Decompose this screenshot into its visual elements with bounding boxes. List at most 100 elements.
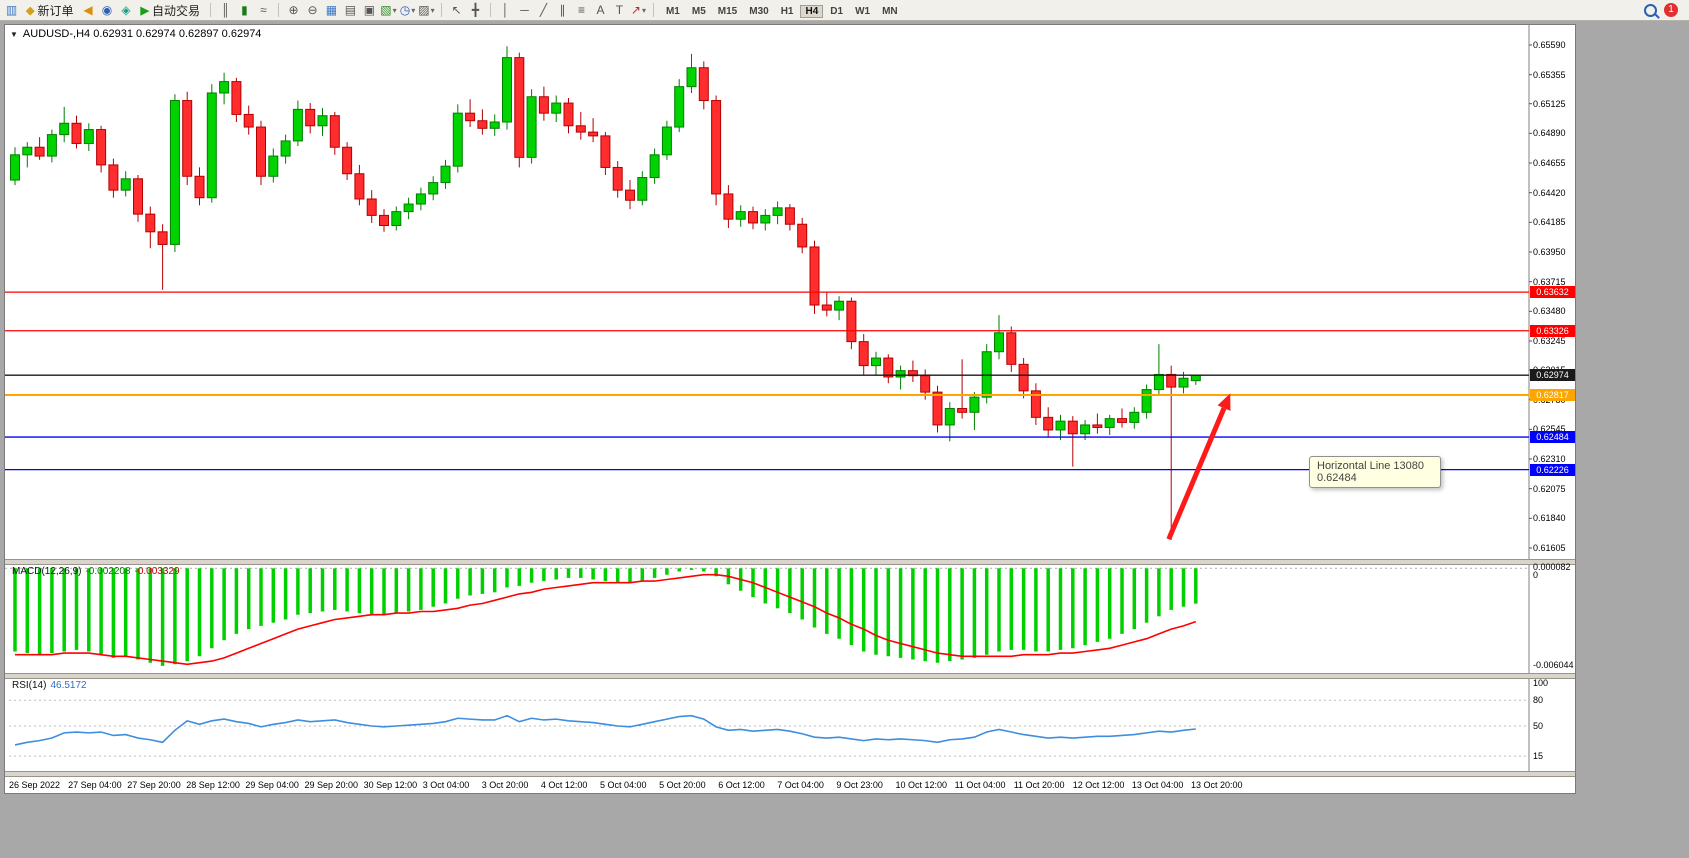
time-tick: 27 Sep 04:00 (68, 780, 122, 790)
rsi-indicator (9, 699, 1529, 757)
macd-label: MACD(12,26,9) -0.002208 -0.003329 (12, 566, 180, 577)
chart-title: ▼ AUDUSD-,H4 0.62931 0.62974 0.62897 0.62… (10, 28, 261, 40)
timeframe-mn[interactable]: MN (882, 6, 898, 17)
tooltip-value: 0.62484 (1317, 472, 1357, 484)
rsi-axis-tick: 15 (1533, 751, 1544, 762)
toolbar-separator (209, 3, 211, 17)
chart-canvas[interactable] (5, 25, 1575, 793)
zoom-out-icon[interactable]: ⊖ (307, 3, 318, 17)
arrow-annotation[interactable] (1166, 393, 1231, 541)
price-tick: 0.63715 (1533, 276, 1566, 287)
timeframe-d1[interactable]: D1 (830, 6, 844, 17)
chart-window[interactable]: ▼ AUDUSD-,H4 0.62931 0.62974 0.62897 0.62… (4, 24, 1576, 794)
price-tick: 0.63480 (1533, 306, 1566, 317)
time-tick: 6 Oct 12:00 (718, 780, 765, 790)
notification-badge[interactable]: 1 (1664, 3, 1678, 17)
timeframe-h4[interactable]: H4 (800, 5, 824, 18)
new-order-label: 新订单 (37, 3, 74, 18)
rsi-axis-tick: 80 (1533, 695, 1544, 706)
macd-axis-tick: 0.000082 (1533, 562, 1571, 572)
tile-windows-icon[interactable]: ▦ (325, 3, 338, 17)
time-tick: 13 Oct 20:00 (1191, 780, 1243, 790)
panel-divider[interactable] (5, 673, 1575, 679)
price-badge-0.62226: 0.62226 (1530, 463, 1575, 476)
timeframe-m5[interactable]: M5 (691, 6, 706, 17)
text-label-tool-icon[interactable]: T (615, 3, 624, 17)
vertical-line-tool-icon[interactable]: │ (501, 3, 510, 17)
time-tick: 4 Oct 12:00 (540, 780, 588, 790)
crosshair-tool-icon[interactable]: ╋ (471, 3, 480, 17)
rsi-axis-tick: 50 (1533, 721, 1544, 731)
chart-icon[interactable]: ▥ (5, 3, 18, 17)
new-chart-icon: ▧ (380, 3, 392, 17)
time-tick: 11 Oct 04:00 (954, 780, 1006, 790)
macd-indicator (5, 567, 1529, 666)
toolbar-separator (277, 3, 279, 17)
macd-axis-tick: -0.006044 (1533, 660, 1574, 670)
search-icon[interactable] (1644, 3, 1657, 17)
auto-trading-label: 自动交易 (151, 3, 200, 18)
periods-button[interactable]: ◷ ▾ (399, 2, 416, 19)
price-badge-0.62974: 0.62974 (1530, 369, 1575, 382)
timeframe-m30[interactable]: M30 (749, 6, 769, 17)
macd-main-value: -0.002208 (85, 566, 131, 577)
new-chart-button[interactable]: ▧ ▾ (380, 2, 397, 19)
horizontal-line-tool-icon[interactable]: ─ (520, 3, 529, 17)
rsi-label: RSI(14) 46.5172 (12, 680, 87, 691)
arrow-tool-icon: ↗ (630, 3, 641, 17)
time-tick: 13 Oct 04:00 (1131, 780, 1184, 790)
price-tick: 0.64420 (1533, 187, 1566, 198)
zoom-in-icon[interactable]: ⊕ (288, 3, 299, 17)
chart-title-text: AUDUSD-,H4 0.62931 0.62974 0.62897 0.629… (22, 28, 262, 40)
panel-divider[interactable] (5, 559, 1575, 565)
templates-button[interactable]: ▨ ▾ (418, 2, 435, 19)
auto-trading-button[interactable]: ▶ 自动交易 (136, 2, 203, 19)
timeframe-m1[interactable]: M1 (665, 6, 680, 17)
line-chart-icon[interactable]: ≈ (260, 3, 267, 17)
price-badge-0.62817: 0.62817 (1530, 389, 1575, 402)
market-icon[interactable]: ◈ (121, 3, 131, 17)
fibonacci-tool-icon[interactable]: ≡ (577, 3, 585, 17)
arrows-tool-button[interactable]: ↗ ▾ (630, 2, 647, 19)
price-scale[interactable]: 0.65590 0.65355 0.65125 0.64890 0.64655 0.644… (1530, 25, 1575, 777)
clock-icon: ◷ (399, 3, 411, 17)
time-tick: 7 Oct 04:00 (777, 780, 824, 790)
symbol-dropdown-icon[interactable]: ▼ (10, 29, 18, 39)
new-order-button[interactable]: ◆ 新订单 (22, 2, 77, 19)
time-scale[interactable]: 26 Sep 2022 27 Sep 04:00 27 Sep 20:00 28 Se… (5, 777, 1575, 794)
panel-divider[interactable] (5, 771, 1575, 777)
time-tick: 26 Sep 2022 (9, 780, 61, 790)
bar-chart-icon[interactable]: ║ (221, 3, 230, 17)
auto-trading-icon: ▶ (140, 4, 149, 17)
timeframe-group: M1 M5 M15 M30 H1 H4 D1 W1 MN (660, 1, 904, 19)
time-tick: 30 Sep 12:00 (363, 780, 418, 790)
community-icon[interactable]: ◉ (101, 3, 113, 17)
horizontal-lines[interactable] (5, 291, 1529, 471)
timeframe-h1[interactable]: H1 (780, 6, 794, 17)
text-tool-icon[interactable]: A (596, 3, 605, 17)
price-badge-0.63632: 0.63632 (1530, 286, 1575, 299)
price-tick: 0.65125 (1533, 98, 1566, 109)
timeframe-w1[interactable]: W1 (855, 6, 871, 17)
trendline-tool-icon[interactable]: ╱ (539, 3, 548, 17)
toolbar-separator (440, 3, 442, 17)
price-badge-0.62484: 0.62484 (1530, 431, 1575, 444)
candlestick-series[interactable] (10, 46, 1201, 540)
cursor-tool-icon[interactable]: ↖ (451, 3, 462, 17)
macd-signal-line (15, 573, 1197, 666)
candlestick-icon[interactable]: ▮ (241, 3, 248, 17)
time-tick: 12 Oct 12:00 (1072, 780, 1125, 790)
price-tick: 0.62545 (1533, 424, 1566, 435)
sound-icon[interactable]: ◀ (83, 3, 93, 17)
time-tick: 5 Oct 20:00 (659, 780, 706, 790)
price-tick: 0.61605 (1533, 543, 1566, 553)
channel-tool-icon[interactable]: ∥ (559, 3, 566, 17)
chevron-down-icon: ▾ (392, 5, 397, 15)
price-tick: 0.64185 (1533, 217, 1566, 228)
timeframe-m15[interactable]: M15 (717, 6, 738, 17)
rsi-name: RSI(14) (12, 680, 47, 691)
arrange-windows-icon[interactable]: ▤ (344, 3, 357, 17)
chevron-down-icon: ▾ (641, 5, 646, 15)
cascade-windows-icon[interactable]: ▣ (363, 3, 376, 17)
price-badge-0.63326: 0.63326 (1530, 324, 1575, 337)
